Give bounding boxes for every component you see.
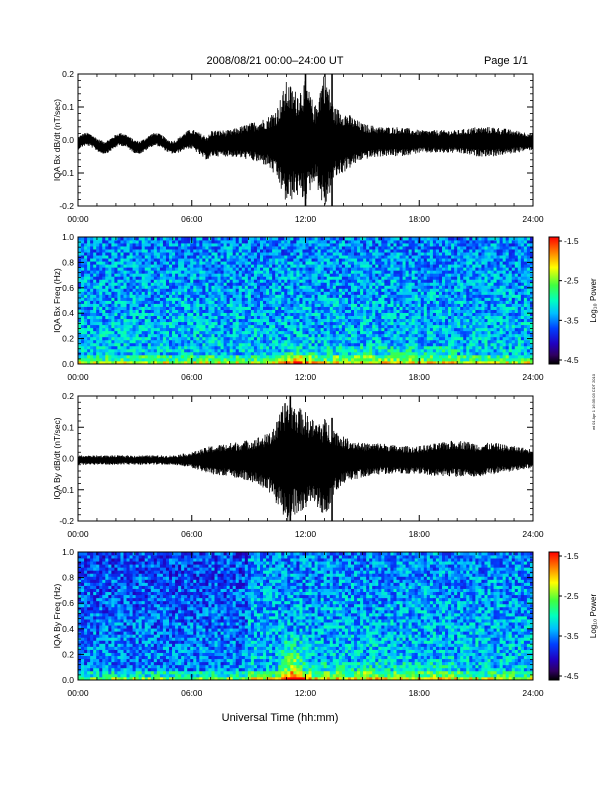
plot-stamp: wt 01 Apr 1 16:35:03 CDT 2010 (591, 373, 596, 430)
y-tick-label: 0.8 (62, 257, 74, 267)
y-tick-label: -0.1 (59, 168, 74, 178)
by-waveform-panel: 0.2 0.1 0.0 -0.1 -0.2 00:00 06:00 12:00 18:00 24:… (52, 391, 544, 539)
bx-waveform-panel: 0.2 0.1 0.0 -0.1 -0.2 00:00 06:00 12:00 18:00 24:… (52, 69, 544, 224)
x-tick-label: 06:00 (181, 372, 203, 382)
x-tick-label: 18:00 (409, 688, 431, 698)
colorbar-tick-label: -4.5 (564, 671, 579, 681)
y-axis-label: IQA Bx Freq (Hz) (52, 268, 62, 333)
x-tick-label: 00:00 (67, 214, 89, 224)
y-tick-label: 1.0 (62, 232, 74, 242)
x-tick-label: 06:00 (181, 214, 203, 224)
x-tick-label: 24:00 (522, 529, 544, 539)
y-tick-label: 0.0 (62, 135, 74, 145)
y-tick-label: 0.4 (62, 308, 74, 318)
y-tick-label: 0.0 (62, 675, 74, 685)
y-tick-label: -0.1 (59, 485, 74, 495)
waveform-trace (77, 403, 534, 522)
y-axis-label: IQA By dB/dt (nT/sec) (52, 417, 62, 499)
y-tick-label: 0.0 (62, 359, 74, 369)
x-tick-label: 00:00 (67, 688, 89, 698)
x-axis-label: Universal Time (hh:mm) (222, 712, 339, 724)
colorbar-label: Log₁₀ Power (589, 594, 598, 639)
colorbar-gradient (548, 551, 560, 681)
y-tick-label: 0.1 (62, 422, 74, 432)
x-tick-label: 12:00 (295, 214, 317, 224)
y-tick-label: 0.1 (62, 102, 74, 112)
by-spectrogram-panel: 1.0 0.8 0.6 0.4 0.2 0.0 00:00 06:00 12:00 18:00 24… (52, 547, 544, 698)
y-tick-label: 0.6 (62, 283, 74, 293)
x-tick-label: 24:00 (522, 214, 544, 224)
x-tick-label: 12:00 (295, 372, 317, 382)
x-tick-label: 24:00 (522, 688, 544, 698)
colorbar-tick-label: -2.5 (564, 276, 579, 286)
colorbar-tick-label: -3.5 (564, 315, 579, 325)
x-tick-label: 12:00 (295, 688, 317, 698)
spectrogram-cells (78, 552, 534, 681)
y-tick-label: 0.6 (62, 598, 74, 608)
page-indicator: Page 1/1 (484, 55, 528, 67)
colorbar-tick-label: -2.5 (564, 591, 579, 601)
bx-spectrogram-panel: 1.0 0.8 0.6 0.4 0.2 0.0 00:00 06:00 12:00 18:00 24… (52, 232, 544, 382)
x-tick-label: 18:00 (409, 529, 431, 539)
x-tick-label: 24:00 (522, 372, 544, 382)
colorbar-tick-label: -1.5 (564, 236, 579, 246)
x-tick-label: 12:00 (295, 529, 317, 539)
x-tick-label: 18:00 (409, 214, 431, 224)
colorbar-label: Log₁₀ Power (589, 278, 598, 323)
colorbar-tick-label: -4.5 (564, 355, 579, 365)
colorbar-gradient (548, 236, 560, 365)
x-tick-label: 06:00 (181, 529, 203, 539)
y-tick-label: 1.0 (62, 547, 74, 557)
y-tick-label: 0.2 (62, 649, 74, 659)
y-tick-label: 0.2 (62, 69, 74, 79)
colorbar-tick-label: -1.5 (564, 551, 579, 561)
y-tick-label: -0.2 (59, 516, 74, 526)
y-tick-label: 0.4 (62, 624, 74, 634)
y-tick-label: 0.2 (62, 334, 74, 344)
y-tick-label: 0.0 (62, 454, 74, 464)
x-tick-label: 18:00 (409, 372, 431, 382)
colorbar-tick-label: -3.5 (564, 631, 579, 641)
x-tick-label: 00:00 (67, 529, 89, 539)
y-axis-label: IQA By Freq (Hz) (52, 583, 62, 648)
y-tick-label: -0.2 (59, 201, 74, 211)
bx-colorbar: -1.5 -2.5 -3.5 -4.5 Log₁₀ Power (548, 236, 598, 365)
y-axis-label: IQA Bx dB/dt (nT/sec) (52, 99, 62, 181)
y-tick-label: 0.8 (62, 573, 74, 583)
x-tick-label: 06:00 (181, 688, 203, 698)
y-tick-label: 0.2 (62, 391, 74, 401)
figure-title: 2008/08/21 00:00–24:00 UT (206, 55, 343, 67)
spectrogram-cells (78, 237, 534, 365)
x-tick-label: 00:00 (67, 372, 89, 382)
by-colorbar: -1.5 -2.5 -3.5 -4.5 Log₁₀ Power (548, 551, 598, 681)
